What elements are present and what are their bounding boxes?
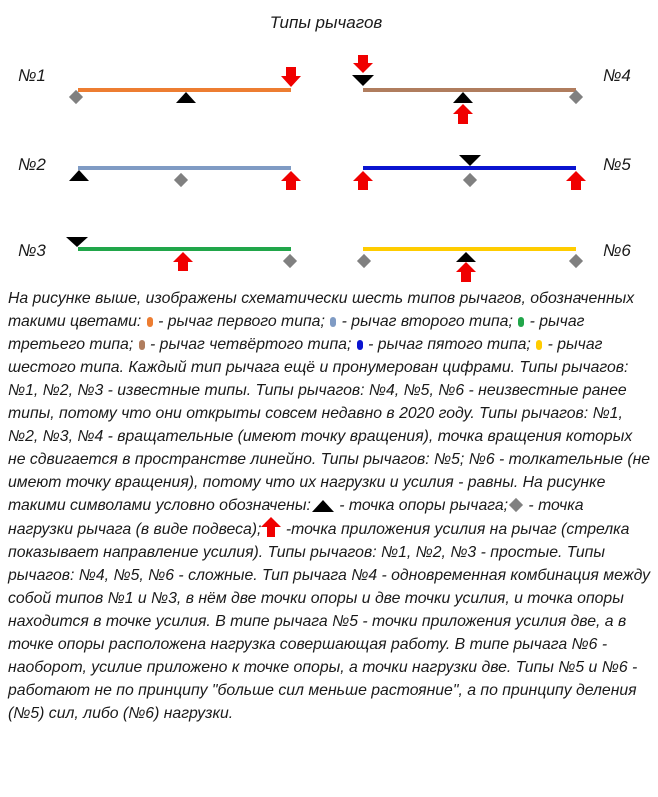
load-point-icon — [568, 253, 584, 269]
load-point-icon — [68, 89, 84, 105]
force-arrow-up-icon — [566, 171, 586, 190]
support-point-icon — [459, 155, 481, 166]
load-point-icon — [282, 253, 298, 269]
green-dot-icon — [518, 317, 525, 327]
lever-4: №4 — [352, 55, 631, 124]
yellow-dot-icon — [536, 340, 543, 350]
support-point-icon — [352, 75, 374, 86]
load-point-icon — [173, 172, 189, 188]
support-point-icon — [453, 92, 473, 103]
lever-2-label: №2 — [18, 155, 46, 174]
lever-types-diagram: Типы рычагов №1 №2 №3 №4 №5 — [18, 13, 631, 282]
blue-dot-icon — [356, 340, 363, 350]
load-point-icon — [462, 172, 478, 188]
force-arrow-up-icon — [281, 171, 301, 190]
force-arrow-up-icon — [173, 252, 193, 271]
lever-4-label: №4 — [603, 66, 631, 85]
orange-dot-icon — [146, 317, 153, 327]
lever-6-label: №6 — [603, 241, 631, 260]
force-arrow-icon — [261, 517, 282, 537]
brown-dot-icon — [138, 340, 145, 350]
force-arrow-down-icon — [353, 55, 373, 73]
lever-5-label: №5 — [603, 155, 631, 174]
force-arrow-up-icon — [353, 171, 373, 190]
lever-5: №5 — [353, 155, 631, 190]
lever-1-label: №1 — [18, 66, 46, 85]
load-point-icon — [356, 253, 372, 269]
diagram-title: Типы рычагов — [270, 13, 383, 32]
force-arrow-up-icon — [453, 104, 473, 124]
lever-3-label: №3 — [18, 241, 46, 260]
support-point-icon — [456, 252, 476, 262]
lever-1: №1 — [18, 66, 301, 105]
lever-3: №3 — [18, 237, 298, 271]
support-point-icon — [176, 92, 196, 103]
load-diamond-icon — [508, 497, 524, 513]
load-point-icon — [568, 89, 584, 105]
description-text: На рисунке выше, изображены схематически… — [8, 290, 651, 722]
force-arrow-up-icon — [456, 262, 476, 282]
lever-2: №2 — [18, 155, 301, 190]
blue-gray-dot-icon — [330, 317, 337, 327]
force-arrow-down-icon — [281, 67, 301, 87]
lever-6: №6 — [356, 241, 631, 282]
support-point-icon — [69, 170, 89, 181]
support-triangle-icon — [311, 500, 334, 512]
support-point-icon — [66, 237, 88, 247]
